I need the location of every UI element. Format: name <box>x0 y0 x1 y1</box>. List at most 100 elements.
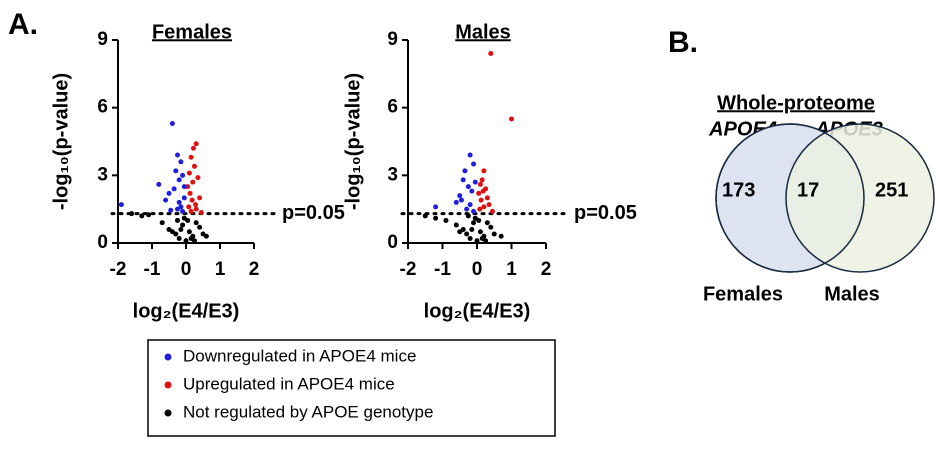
point <box>488 51 494 57</box>
point <box>156 181 162 187</box>
point <box>173 168 179 174</box>
point <box>188 154 194 160</box>
point <box>178 159 184 165</box>
venn-count: 17 <box>797 179 819 201</box>
y-tick-label: 9 <box>387 29 398 50</box>
point <box>190 145 196 151</box>
point <box>193 206 199 212</box>
point <box>474 238 480 244</box>
point <box>187 190 193 196</box>
y-tick-label: 6 <box>387 97 398 118</box>
point <box>163 197 169 203</box>
point <box>467 235 473 241</box>
x-tick-label: -2 <box>110 259 127 280</box>
legend-marker <box>164 381 172 389</box>
point <box>188 208 194 214</box>
point <box>458 197 464 203</box>
y-tick-label: 0 <box>387 232 398 253</box>
point <box>460 177 466 183</box>
point <box>195 175 201 181</box>
point <box>488 224 494 230</box>
point <box>169 120 175 126</box>
point <box>197 224 203 230</box>
point <box>183 238 189 244</box>
point <box>476 217 482 223</box>
point <box>186 204 192 210</box>
panel-label: A. <box>8 8 38 41</box>
point <box>472 179 478 185</box>
legend-marker <box>164 353 172 361</box>
point <box>477 181 483 187</box>
venn-count: 173 <box>722 179 755 201</box>
point <box>465 184 471 190</box>
point <box>486 202 492 208</box>
x-tick-label: 0 <box>181 259 192 280</box>
point <box>422 213 428 219</box>
venn-count: 251 <box>875 179 908 201</box>
point <box>481 204 487 210</box>
x-axis-label: log₂(E4/E3) <box>424 300 531 322</box>
point <box>190 179 196 185</box>
y-axis-label: -log₁₀(p-value) <box>342 73 364 210</box>
point <box>192 238 197 244</box>
y-tick-label: 9 <box>97 29 108 50</box>
point <box>477 206 483 212</box>
point <box>464 206 470 212</box>
point <box>189 197 195 203</box>
x-tick-label: 1 <box>215 259 226 280</box>
point <box>171 186 177 192</box>
point <box>433 215 439 221</box>
point <box>193 202 199 208</box>
point <box>467 202 473 208</box>
x-tick-label: -1 <box>144 259 161 280</box>
point <box>118 202 124 208</box>
point <box>198 210 204 216</box>
point <box>471 208 477 214</box>
point <box>509 116 514 122</box>
point <box>443 217 449 223</box>
point <box>479 177 485 183</box>
x-tick-label: 2 <box>541 259 552 280</box>
x-axis-label: log₂(E4/E3) <box>133 300 240 322</box>
chart-title: Males <box>455 21 511 43</box>
point <box>465 213 471 219</box>
point <box>457 229 463 235</box>
point <box>175 206 180 212</box>
point <box>186 229 192 235</box>
y-tick-label: 6 <box>97 97 108 118</box>
point <box>469 226 475 232</box>
x-tick-label: 1 <box>506 259 517 280</box>
point <box>175 152 180 158</box>
point <box>483 238 489 244</box>
point <box>159 220 165 226</box>
point <box>476 190 482 196</box>
point <box>169 229 175 235</box>
x-tick-label: 0 <box>472 259 483 280</box>
point <box>180 208 186 214</box>
point <box>480 188 486 194</box>
point <box>498 233 504 239</box>
venn-title: Whole-proteome <box>717 92 875 114</box>
point <box>176 177 182 183</box>
point <box>484 195 490 201</box>
legend-label: Not regulated by APOE genotype <box>183 402 433 421</box>
point <box>129 211 135 217</box>
point <box>462 168 468 174</box>
point <box>490 208 496 214</box>
x-tick-label: -2 <box>400 259 417 280</box>
point <box>203 233 209 239</box>
x-tick-label: 2 <box>249 259 260 280</box>
point <box>467 152 473 158</box>
point <box>491 231 497 237</box>
point <box>146 212 152 218</box>
point <box>186 170 192 176</box>
point <box>192 163 197 169</box>
point <box>178 226 184 232</box>
y-tick-label: 0 <box>97 232 108 253</box>
set-outline <box>715 123 865 273</box>
point <box>453 199 459 205</box>
set-circle <box>785 123 935 273</box>
legend-label: Downregulated in APOE4 mice <box>183 346 416 365</box>
point <box>464 231 470 237</box>
